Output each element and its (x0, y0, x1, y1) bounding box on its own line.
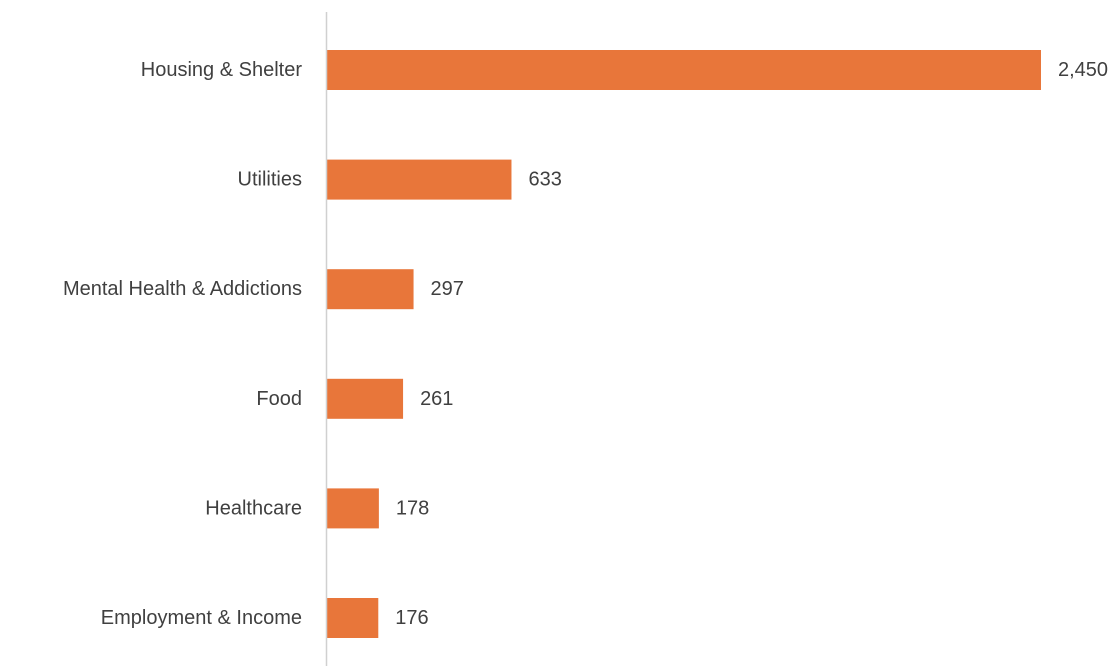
category-label-1: Utilities (238, 169, 302, 191)
bar-0 (327, 50, 1041, 90)
value-label-3: 261 (420, 388, 453, 410)
bar-4 (327, 488, 379, 529)
bars-layer (327, 50, 1041, 638)
category-label-0: Housing & Shelter (141, 59, 303, 81)
bar-2 (327, 269, 414, 310)
value-label-5: 176 (395, 607, 428, 629)
value-label-4: 178 (396, 497, 429, 519)
category-label-2: Mental Health & Addictions (63, 278, 302, 300)
bar-3 (327, 378, 404, 419)
bar-5 (327, 598, 379, 638)
labels-layer: Housing & Shelter 2,450 Utilities 633 Mental… (63, 59, 1108, 629)
value-label-1: 633 (528, 169, 561, 191)
category-label-5: Employment & Income (101, 607, 302, 629)
category-label-3: Food (256, 388, 302, 410)
value-label-2: 297 (431, 278, 464, 300)
value-label-0: 2,450 (1058, 59, 1108, 81)
category-label-4: Healthcare (205, 497, 302, 519)
bar-1 (327, 159, 512, 200)
